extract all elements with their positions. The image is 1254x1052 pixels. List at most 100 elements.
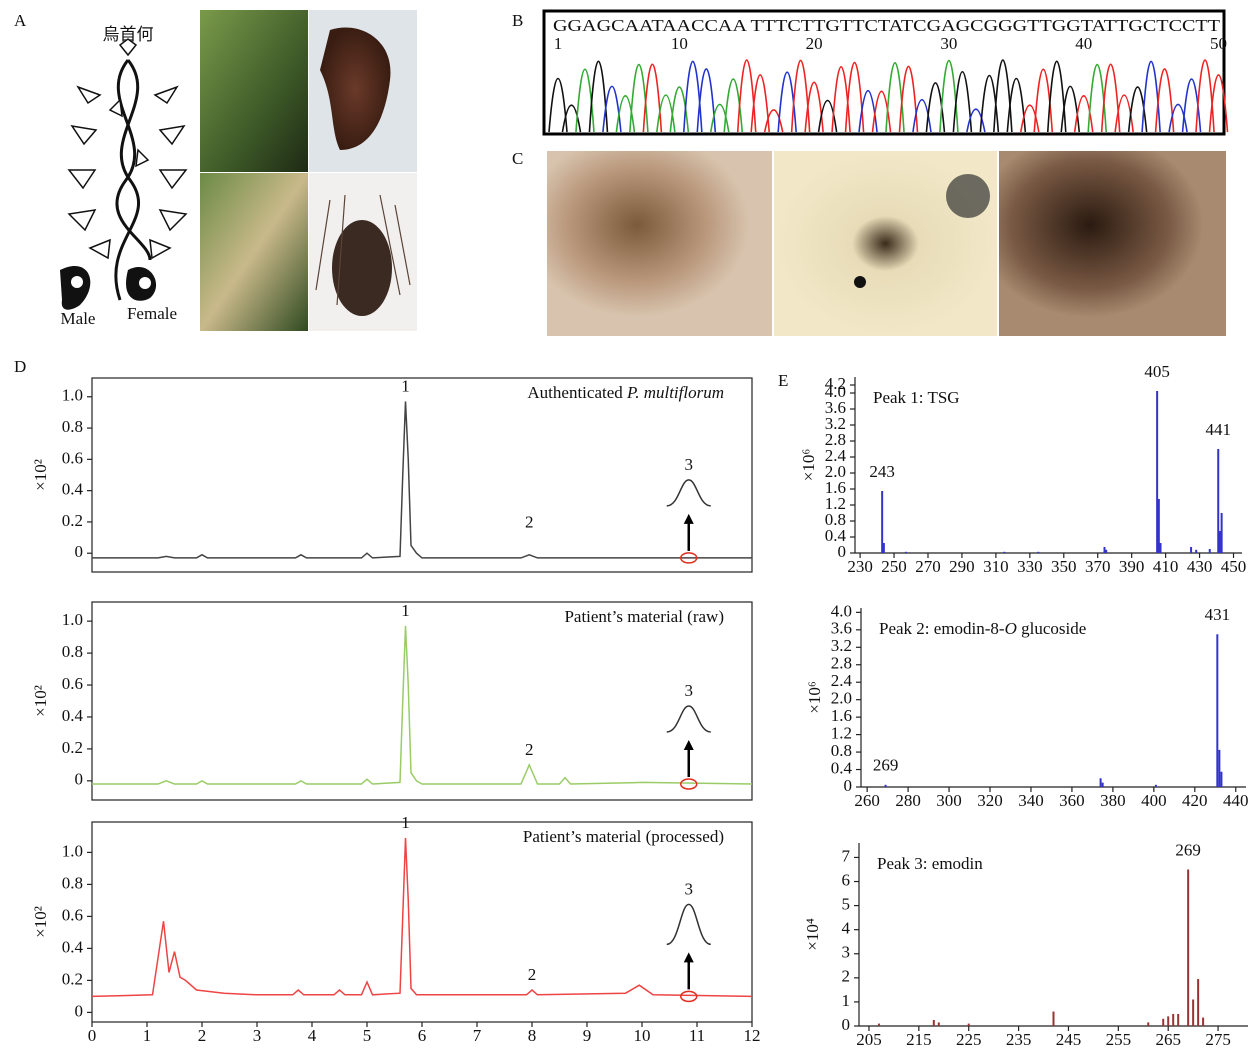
trace-peak bbox=[763, 109, 784, 133]
chromatogram-line bbox=[92, 625, 753, 785]
x-tick-label: 6 bbox=[418, 1026, 427, 1045]
y-tick-label: 3.6 bbox=[831, 619, 852, 638]
y-axis-label: ×10² bbox=[31, 685, 50, 717]
trace-peak bbox=[548, 78, 568, 133]
peak-marker bbox=[680, 552, 698, 564]
trace-peak bbox=[1073, 95, 1094, 133]
panel-letter: C bbox=[512, 149, 523, 168]
chart-title: Patient’s material (raw) bbox=[564, 607, 724, 626]
x-tick-label: 320 bbox=[977, 791, 1003, 810]
peak-mz-label: 405 bbox=[1144, 362, 1170, 381]
trace-peak bbox=[979, 75, 1000, 133]
x-tick-label: 7 bbox=[473, 1026, 482, 1045]
trace-peak bbox=[925, 82, 946, 133]
y-tick-label: 3.2 bbox=[831, 636, 852, 655]
peak-label: 1 bbox=[401, 813, 410, 832]
y-tick-label: 0.2 bbox=[62, 511, 83, 530]
x-tick-label: 230 bbox=[847, 557, 873, 576]
base-position: 40 bbox=[1075, 34, 1092, 53]
chart-title: Peak 2: emodin-8-O glucoside bbox=[879, 619, 1086, 638]
peak-marker bbox=[680, 990, 698, 1003]
sequence-bases: GGAGCAATAACCAA TTTCTTGTTCTATCGAGCGGGTTGG… bbox=[553, 16, 1221, 35]
y-tick-label: 0.2 bbox=[62, 969, 83, 988]
x-tick-label: 4 bbox=[308, 1026, 317, 1045]
trace-peak bbox=[871, 90, 892, 133]
chart-title: Peak 3: emodin bbox=[877, 854, 983, 873]
trace-peak bbox=[656, 94, 676, 133]
y-tick-label: 0.8 bbox=[62, 642, 83, 661]
trace-peak bbox=[750, 74, 770, 133]
x-tick-label: 1 bbox=[143, 1026, 152, 1045]
x-tick-label: 280 bbox=[895, 791, 921, 810]
x-tick-label: 290 bbox=[949, 557, 975, 576]
y-tick-label: 1.6 bbox=[825, 478, 846, 497]
title-part: Peak 2: emodin-8- bbox=[879, 619, 1005, 638]
title-part: glucoside bbox=[1017, 619, 1086, 638]
x-tick-label: 3 bbox=[253, 1026, 262, 1045]
peak-mz-label: 243 bbox=[869, 462, 895, 481]
panel-letter: A bbox=[14, 11, 27, 30]
title-part: Patient’s material (processed) bbox=[523, 827, 724, 846]
trace-peak bbox=[1060, 85, 1081, 133]
y-tick-label: 2.8 bbox=[831, 654, 852, 673]
trace-peak bbox=[804, 81, 824, 133]
trace-peak bbox=[817, 99, 838, 133]
panel-letter: D bbox=[14, 357, 26, 376]
trace-peak bbox=[1181, 78, 1202, 133]
title-part: O bbox=[1005, 619, 1017, 638]
plot-frame bbox=[91, 601, 753, 801]
y-tick-label: 0.6 bbox=[62, 448, 83, 467]
y-tick-label: 0.8 bbox=[62, 873, 83, 892]
peak-mz-label: 269 bbox=[873, 756, 899, 775]
base-position: 10 bbox=[671, 34, 688, 53]
x-tick-label: 255 bbox=[1106, 1030, 1132, 1049]
y-tick-label: 3.2 bbox=[825, 414, 846, 433]
peak-icon bbox=[666, 479, 711, 507]
x-tick-label: 9 bbox=[583, 1026, 592, 1045]
y-axis-label: ×10⁶ bbox=[805, 681, 824, 714]
peak-mz-label: 269 bbox=[1175, 840, 1201, 859]
y-tick-label: 0 bbox=[75, 1001, 84, 1020]
photos bbox=[200, 10, 417, 331]
x-tick-label: 250 bbox=[881, 557, 907, 576]
trace-peak bbox=[1208, 74, 1229, 133]
x-tick-label: 340 bbox=[1018, 791, 1044, 810]
peak-label: 3 bbox=[685, 879, 694, 898]
peak-icon bbox=[666, 705, 711, 733]
trace-peak bbox=[858, 90, 878, 133]
y-tick-label: 0 bbox=[838, 542, 847, 561]
panel-letter: E bbox=[778, 371, 788, 390]
peak-label: 2 bbox=[525, 512, 534, 531]
base-position: 20 bbox=[806, 34, 823, 53]
y-tick-label: 0 bbox=[844, 776, 853, 795]
trace-peak bbox=[1168, 103, 1188, 133]
female-label: Female bbox=[127, 304, 177, 323]
peak-label: 2 bbox=[525, 740, 534, 759]
y-tick-label: 0 bbox=[75, 770, 84, 789]
x-tick-label: 270 bbox=[915, 557, 941, 576]
y-tick-label: 5 bbox=[842, 895, 851, 914]
base-position: 30 bbox=[940, 34, 957, 53]
plot-frame bbox=[91, 377, 753, 573]
peak-label: 3 bbox=[685, 681, 694, 700]
y-tick-label: 1 bbox=[842, 991, 851, 1010]
x-tick-label: 260 bbox=[854, 791, 880, 810]
x-tick-label: 0 bbox=[88, 1026, 97, 1045]
arrow-head bbox=[683, 952, 694, 963]
x-tick-label: 380 bbox=[1100, 791, 1126, 810]
x-tick-label: 245 bbox=[1056, 1030, 1082, 1049]
y-tick-label: 2.4 bbox=[825, 446, 847, 465]
x-tick-label: 275 bbox=[1205, 1030, 1231, 1049]
x-tick-label: 5 bbox=[363, 1026, 372, 1045]
y-tick-label: 4.0 bbox=[831, 601, 852, 620]
x-tick-label: 2 bbox=[198, 1026, 207, 1045]
trace-peak bbox=[723, 78, 744, 133]
trace-peak bbox=[1127, 86, 1148, 133]
trace-peak bbox=[1020, 104, 1040, 133]
y-tick-label: 0.6 bbox=[62, 905, 83, 924]
trace-peak bbox=[1046, 60, 1067, 133]
x-tick-label: 8 bbox=[528, 1026, 537, 1045]
y-axis-label: ×10⁶ bbox=[799, 449, 818, 482]
peak-label: 1 bbox=[401, 601, 410, 620]
